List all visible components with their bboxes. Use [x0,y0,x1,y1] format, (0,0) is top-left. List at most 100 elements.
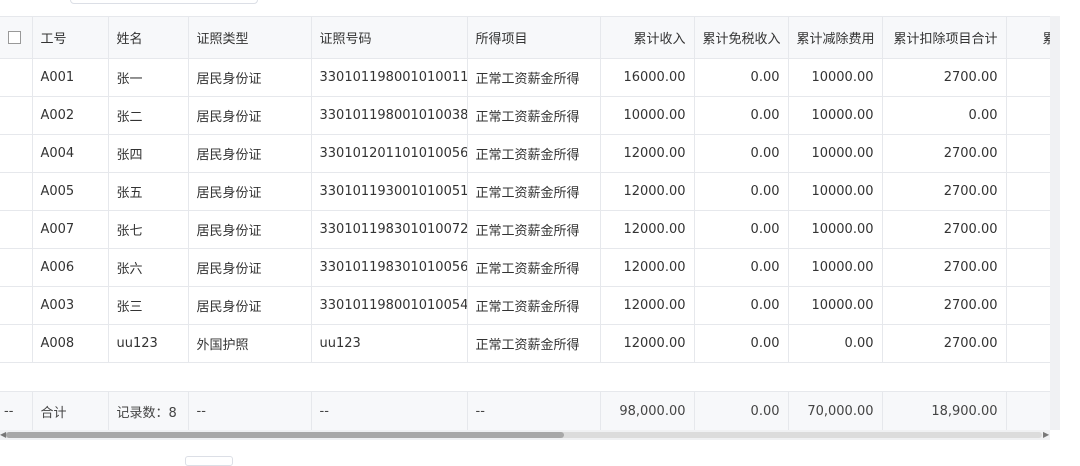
table-cell: 12000.00 [600,286,695,325]
table-row[interactable]: A001 张一 居民身份证 330101198001010011 正常工资薪金所得 160… [0,58,1050,97]
table-cell: 0.00 [694,248,789,287]
table-cell: 12000.00 [600,134,695,173]
table-row[interactable]: A007 张七 居民身份证 330101198301010072 正常工资薪金所得 120… [0,210,1050,249]
row-select-cell[interactable] [0,172,33,211]
table-cell: 0.00 [694,172,789,211]
table-cell: 正常工资薪金所得 [467,286,601,325]
empty-row [0,362,1050,392]
row-select-cell[interactable] [0,324,33,363]
table-cell: 10000.00 [788,172,883,211]
scroll-left-icon[interactable]: ◀ [0,430,7,439]
table-cell: 10000.00 [788,96,883,135]
table-cell: 正常工资薪金所得 [467,58,601,97]
column-header: 证照类型 [188,17,312,59]
table-cell: 张四 [108,134,189,173]
column-header: 姓名 [108,17,189,59]
table-cell: 张三 [108,286,189,325]
table-row[interactable]: A004 张四 居民身份证 330101201101010056 正常工资薪金所得 120… [0,134,1050,173]
column-header: 证照号码 [311,17,468,59]
row-select-cell[interactable] [0,248,33,287]
vertical-scrollbar[interactable] [1050,16,1060,430]
table-cell: A008 [32,324,109,363]
table-cell: 16000.00 [600,58,695,97]
table-cell: 居民身份证 [188,172,312,211]
table-cell: A004 [32,134,109,173]
table-row[interactable]: A005 张五 居民身份证 330101193001010051 正常工资薪金所得 120… [0,172,1050,211]
row-select-cell[interactable] [0,134,33,173]
table-cell: uu123 [108,324,189,363]
summary-cell: 70,000.00 [788,391,883,430]
table-cell: 0.00 [694,210,789,249]
table-cell: A001 [32,58,109,97]
summary-cell [1006,391,1050,430]
search-input[interactable] [70,0,258,4]
table-cell: 330101198001010038 [311,96,468,135]
table-cell: 10000.00 [788,248,883,287]
row-select-cell[interactable] [0,286,33,325]
summary-cell: -- [188,391,312,430]
summary-cell: -- [311,391,468,430]
table-cell: 居民身份证 [188,210,312,249]
pagination-button[interactable] [185,456,233,466]
table-cell: 12000.00 [600,172,695,211]
table-row[interactable]: A008 uu123 外国护照 uu123 正常工资薪金所得 12000.00 0.00 0.… [0,324,1050,363]
table-cell: 正常工资薪金所得 [467,172,601,211]
table-cell: 0.00 [788,324,883,363]
table-cell: 张一 [108,58,189,97]
table-cell: A002 [32,96,109,135]
data-table: 工号 姓名 证照类型 证照号码 所得项目 累计收入 累计免税收入 累计减除费用 累计扣除项目合计… [0,16,1050,430]
table-cell: 0.00 [882,96,1007,135]
table-cell: 330101193001010051 [311,172,468,211]
table-cell: 居民身份证 [188,134,312,173]
table-row[interactable]: A003 张三 居民身份证 330101198001010054 正常工资薪金所得 120… [0,286,1050,325]
table-cell: 张二 [108,96,189,135]
row-select-cell[interactable] [0,210,33,249]
table-cell: 330101198001010011 [311,58,468,97]
table-cell: 2700.00 [882,324,1007,363]
scroll-right-icon[interactable]: ▶ [1043,430,1050,439]
summary-cell: 18,900.00 [882,391,1007,430]
table-cell: 2700.00 [882,134,1007,173]
table-cell: 2700.00 [882,286,1007,325]
table-cell: 10000.00 [600,96,695,135]
scroll-thumb[interactable] [6,432,564,438]
table-cell: 0.00 [694,58,789,97]
table-cell: 2700.00 [882,172,1007,211]
table-cell: 正常工资薪金所得 [467,324,601,363]
table-cell: 330101198301010056 [311,248,468,287]
table-cell: 330101201101010056 [311,134,468,173]
table-cell [1006,58,1050,97]
table-row[interactable]: A002 张二 居民身份证 330101198001010038 正常工资薪金所得 100… [0,96,1050,135]
table-cell: 0.00 [694,324,789,363]
table-cell: 330101198001010054 [311,286,468,325]
row-select-cell[interactable] [0,96,33,135]
table-cell [1006,134,1050,173]
column-header: 累计收入 [600,17,695,59]
table-cell: 12000.00 [600,210,695,249]
column-header: 累计免税收入 [694,17,789,59]
summary-cell: 0.00 [694,391,789,430]
table-cell: 10000.00 [788,134,883,173]
table-cell: 张五 [108,172,189,211]
table-row[interactable]: A006 张六 居民身份证 330101198301010056 正常工资薪金所得 120… [0,248,1050,287]
checkbox-icon[interactable] [8,30,21,44]
table-cell: 10000.00 [788,58,883,97]
select-all-checkbox[interactable] [0,17,33,59]
horizontal-scrollbar[interactable]: ◀ ▶ [0,430,1050,440]
table-cell: A005 [32,172,109,211]
column-header: 累计准 [1006,17,1050,59]
table-cell: 居民身份证 [188,96,312,135]
table-cell: A003 [32,286,109,325]
table-cell: 外国护照 [188,324,312,363]
table-cell: A007 [32,210,109,249]
row-select-cell[interactable] [0,58,33,97]
table-cell: 2700.00 [882,248,1007,287]
table-cell: 正常工资薪金所得 [467,248,601,287]
summary-cell: -- [467,391,601,430]
table-cell: 2700.00 [882,210,1007,249]
table-cell [1006,210,1050,249]
table-cell [1006,96,1050,135]
table-cell: 10000.00 [788,210,883,249]
table-cell: 330101198301010072 [311,210,468,249]
table-cell: 居民身份证 [188,286,312,325]
